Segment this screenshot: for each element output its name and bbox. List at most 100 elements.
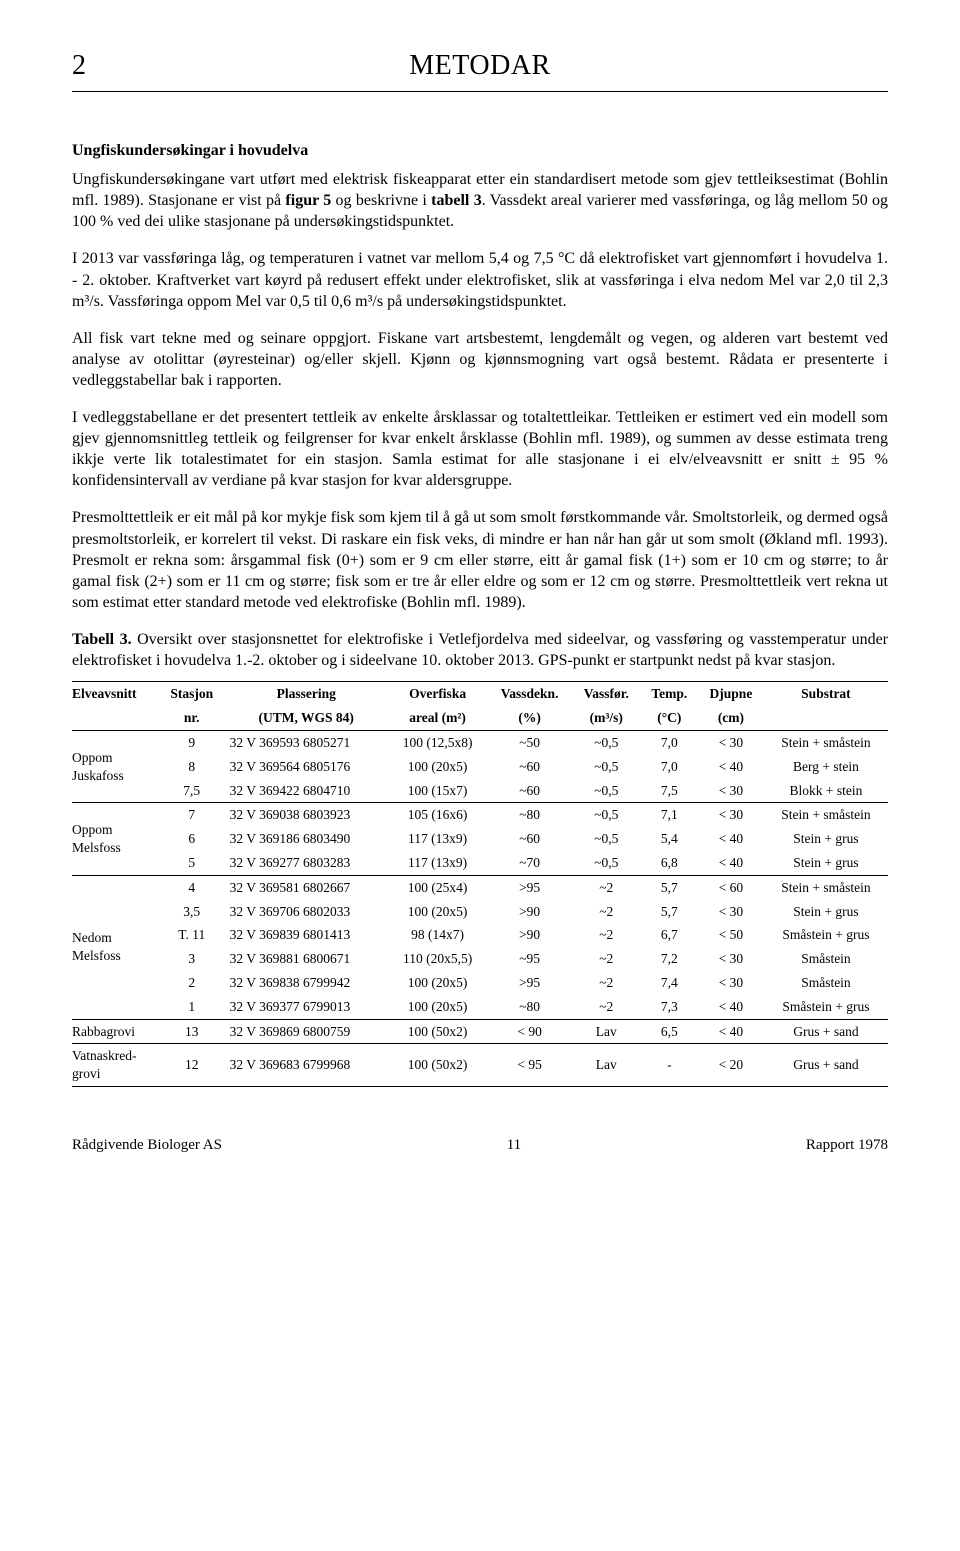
cell-vassfor: ~0,5 [572,755,641,779]
th2-blank1 [72,706,159,730]
cell-djupne: < 40 [698,995,764,1019]
station-table: Elveavsnitt Stasjon Plassering Overfiska… [72,681,888,1087]
chapter-title: METODAR [72,48,888,85]
cell-areal: 110 (20x5,5) [388,947,488,971]
cell-substrat: Stein + grus [764,827,888,851]
th2-nr: nr. [159,706,225,730]
th2-m3s: (m³/s) [572,706,641,730]
cell-areal: 105 (16x6) [388,803,488,827]
paragraph-4: I vedleggstabellane er det presentert te… [72,407,888,491]
cell-substrat: Småstein [764,947,888,971]
cell-temp: 6,5 [641,1019,698,1044]
cell-djupne: < 40 [698,1019,764,1044]
cell-stasjon: 12 [159,1044,225,1087]
cell-vassdekn: < 95 [487,1044,571,1087]
section-heading: Ungfiskundersøkingar i hovudelva [72,140,888,161]
cell-vassdekn: ~95 [487,947,571,971]
cell-plassering: 32 V 369706 6802033 [225,900,388,924]
cell-vassdekn: ~70 [487,851,571,875]
cell-temp: 7,3 [641,995,698,1019]
cell-vassdekn: >95 [487,971,571,995]
chapter-number: 2 [72,48,86,85]
cell-temp: 7,2 [641,947,698,971]
footer-right: Rapport 1978 [806,1136,888,1156]
page-footer: Rådgivende Biologer AS 11 Rapport 1978 [72,1127,888,1156]
cell-areal: 100 (20x5) [388,755,488,779]
cell-temp: 7,0 [641,730,698,754]
th2-areal: areal (m²) [388,706,488,730]
group-label: OppomJuskafoss [72,730,159,802]
cell-areal: 100 (50x2) [388,1044,488,1087]
th-stasjon: Stasjon [159,682,225,706]
cell-plassering: 32 V 369377 6799013 [225,995,388,1019]
cell-areal: 100 (20x5) [388,900,488,924]
cell-vassfor: Lav [572,1044,641,1087]
th2-utm: (UTM, WGS 84) [225,706,388,730]
cell-areal: 100 (15x7) [388,779,488,803]
cell-stasjon: 9 [159,730,225,754]
cell-djupne: < 40 [698,827,764,851]
cell-vassfor: ~2 [572,875,641,899]
cell-djupne: < 40 [698,851,764,875]
cell-vassfor: Lav [572,1019,641,1044]
table-caption-body: Oversikt over stasjonsnettet for elektro… [72,631,888,669]
cell-areal: 98 (14x7) [388,923,488,947]
paragraph-1: Ungfiskundersøkingane vart utført med el… [72,169,888,232]
th-temp: Temp. [641,682,698,706]
table-body: OppomJuskafoss932 V 369593 6805271 100 (1… [72,730,888,1087]
cell-areal: 100 (20x5) [388,971,488,995]
cell-substrat: Småstein [764,971,888,995]
cell-substrat: Småstein + grus [764,923,888,947]
cell-areal: 117 (13x9) [388,827,488,851]
cell-vassdekn: ~50 [487,730,571,754]
cell-vassfor: ~0,5 [572,851,641,875]
th-overfiska: Overfiska [388,682,488,706]
cell-plassering: 32 V 369581 6802667 [225,875,388,899]
cell-temp: 5,7 [641,900,698,924]
cell-substrat: Grus + sand [764,1044,888,1087]
cell-stasjon: 7,5 [159,779,225,803]
th2-blank2 [764,706,888,730]
cell-plassering: 32 V 369422 6804710 [225,779,388,803]
cell-substrat: Grus + sand [764,1019,888,1044]
cell-substrat: Blokk + stein [764,779,888,803]
table-caption: Tabell 3. Oversikt over stasjonsnettet f… [72,629,888,671]
cell-vassfor: ~2 [572,923,641,947]
cell-vassfor: ~0,5 [572,803,641,827]
footer-page: 11 [507,1136,521,1156]
cell-vassdekn: >90 [487,900,571,924]
cell-substrat: Stein + småstein [764,875,888,899]
cell-temp: - [641,1044,698,1087]
cell-vassfor: ~2 [572,971,641,995]
cell-plassering: 32 V 369593 6805271 [225,730,388,754]
cell-temp: 5,4 [641,827,698,851]
cell-vassdekn: >95 [487,875,571,899]
cell-djupne: < 60 [698,875,764,899]
cell-temp: 5,7 [641,875,698,899]
p1-text: Ungfiskundersøkingane vart utført med el… [72,171,888,230]
th-vassdekn: Vassdekn. [487,682,571,706]
cell-djupne: < 20 [698,1044,764,1087]
cell-areal: 100 (25x4) [388,875,488,899]
cell-vassdekn: ~60 [487,779,571,803]
cell-areal: 117 (13x9) [388,851,488,875]
cell-areal: 100 (20x5) [388,995,488,1019]
group-label: NedomMelsfoss [72,875,159,1019]
cell-substrat: Stein + småstein [764,730,888,754]
th2-cm: (cm) [698,706,764,730]
cell-djupne: < 50 [698,923,764,947]
cell-stasjon: 1 [159,995,225,1019]
cell-substrat: Stein + grus [764,900,888,924]
cell-temp: 7,5 [641,779,698,803]
cell-plassering: 32 V 369186 6803490 [225,827,388,851]
cell-plassering: 32 V 369038 6803923 [225,803,388,827]
group-label: OppomMelsfoss [72,803,159,875]
cell-substrat: Småstein + grus [764,995,888,1019]
paragraph-3: All fisk vart tekne med og seinare oppgj… [72,328,888,391]
cell-vassdekn: ~80 [487,803,571,827]
cell-vassfor: ~2 [572,900,641,924]
chapter-rule [72,91,888,92]
cell-temp: 7,0 [641,755,698,779]
table-head: Elveavsnitt Stasjon Plassering Overfiska… [72,682,888,731]
group-label: Vatnaskred-grovi [72,1044,159,1087]
